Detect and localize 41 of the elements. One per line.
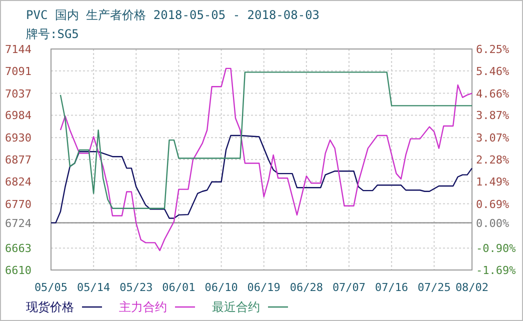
y-tick-label: 6724 (5, 216, 32, 230)
x-tick-label: 05/23 (120, 281, 153, 294)
x-tick-label: 05/05 (34, 281, 68, 294)
y-tick-label: 6663 (5, 242, 32, 256)
y-tick-label: 7091 (5, 64, 32, 78)
x-tick-label: 07/25 (418, 281, 451, 294)
x-tick-label: 08/02 (455, 281, 489, 294)
legend-label: 最近合约 (212, 300, 260, 314)
y2-tick-label: 3.07% (476, 132, 510, 145)
legend-label: 现货价格 (26, 300, 74, 314)
x-tick-label: 06/28 (290, 281, 323, 294)
y2-tick-label: 4.66% (476, 87, 510, 100)
y2-tick-label: 5.46% (476, 64, 510, 78)
y-tick-label: 6877 (5, 154, 32, 166)
y2-tick-label: 2.28% (476, 154, 510, 166)
y2-tick-label: -1.69% (476, 264, 516, 277)
line-series (50, 134, 473, 224)
y2-tick-label: 0.69% (476, 198, 510, 211)
y-tick-label: 6984 (5, 109, 32, 122)
y2-tick-label: 1.49% (476, 175, 510, 188)
x-tick-label: 06/01 (162, 281, 196, 294)
y-tick-label: 6610 (5, 264, 32, 277)
x-tick-label: 07/16 (375, 281, 408, 294)
y2-tick-label: 0.00% (476, 216, 510, 230)
y-tick-label: 7037 (5, 87, 32, 100)
chart-title: PVC 国内 生产者价格 2018-05-05 - 2018-08-03 (26, 8, 320, 22)
line-series (60, 68, 473, 252)
chart-subtitle: 牌号:SG5 (26, 27, 79, 41)
x-tick-label: 06/10 (204, 281, 238, 294)
y-tick-label: 6824 (5, 175, 32, 188)
y2-tick-label: 6.25% (476, 43, 510, 56)
y2-tick-label: 3.87% (476, 109, 510, 122)
x-tick-label: 05/14 (77, 281, 110, 294)
y-tick-label: 7144 (5, 43, 32, 56)
line-series (60, 72, 473, 209)
y2-tick-label: -0.90% (476, 242, 516, 256)
x-tick-label: 06/19 (247, 281, 280, 294)
y-tick-label: 6770 (5, 198, 32, 211)
legend-label: 主力合约 (119, 300, 167, 314)
x-tick-label: 07/07 (332, 281, 366, 294)
y-tick-label: 6930 (5, 132, 32, 145)
